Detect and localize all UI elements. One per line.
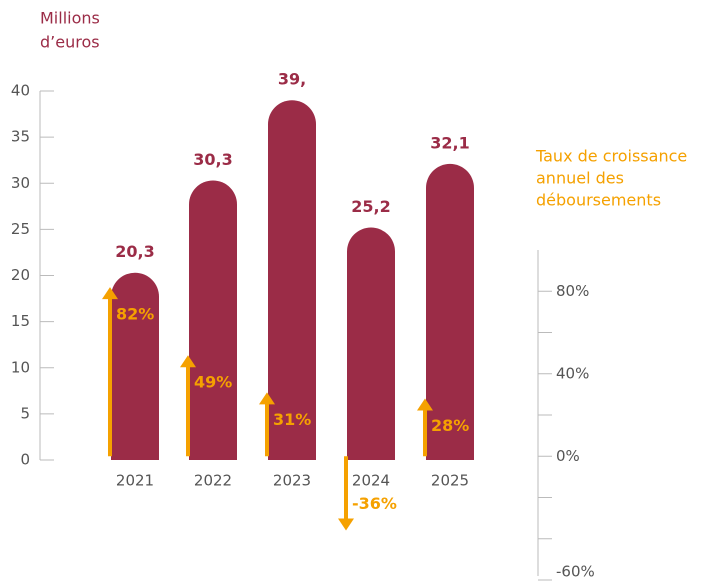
y-tick-label: 5	[20, 404, 30, 422]
y-tick-label: 15	[11, 312, 30, 330]
bar	[426, 163, 474, 460]
growth-label: 28%	[431, 416, 469, 435]
bar-value-label: 32,1	[430, 133, 469, 152]
y-tick-label: 25	[11, 220, 30, 238]
y2-tick-label: -60%	[556, 563, 595, 581]
y2-axis-title: annuel des	[536, 169, 624, 188]
y-tick-label: 40	[11, 82, 30, 100]
bar	[347, 227, 395, 460]
x-tick-label: 2021	[116, 472, 154, 490]
growth-label: -36%	[352, 494, 397, 513]
bar-value-label: 25,2	[351, 197, 390, 216]
growth-label: 49%	[194, 373, 232, 392]
growth-label: 82%	[116, 305, 154, 324]
arrow-head	[180, 355, 196, 368]
y-tick-label: 20	[11, 266, 30, 284]
arrow-head	[102, 287, 118, 300]
bar	[189, 180, 237, 460]
y-tick-label: 30	[11, 174, 30, 192]
arrow-head	[259, 392, 275, 405]
arrow-head	[338, 518, 354, 531]
y2-axis-title: déboursements	[536, 191, 661, 210]
bar-value-label: 39,	[278, 70, 306, 89]
y-tick-label: 0	[20, 451, 30, 469]
bar	[111, 272, 159, 460]
bar-value-label: 30,3	[193, 150, 232, 169]
x-tick-label: 2022	[194, 472, 232, 490]
y2-tick-label: 80%	[556, 282, 589, 300]
bar-value-label: 20,3	[115, 242, 154, 261]
y-tick-label: 35	[11, 128, 30, 146]
y2-tick-label: 0%	[556, 447, 580, 465]
y-tick-label: 10	[11, 358, 30, 376]
y2-axis-title: Taux de croissance	[535, 147, 687, 166]
x-tick-label: 2023	[273, 472, 311, 490]
x-tick-label: 2024	[352, 472, 390, 490]
y-axis-title: Millions	[40, 9, 100, 28]
arrow-head	[417, 398, 433, 411]
y-axis-title: d’euros	[40, 33, 100, 52]
y2-tick-label: 40%	[556, 364, 589, 382]
bar	[268, 100, 316, 460]
x-tick-label: 2025	[431, 472, 469, 490]
growth-label: 31%	[273, 410, 311, 429]
